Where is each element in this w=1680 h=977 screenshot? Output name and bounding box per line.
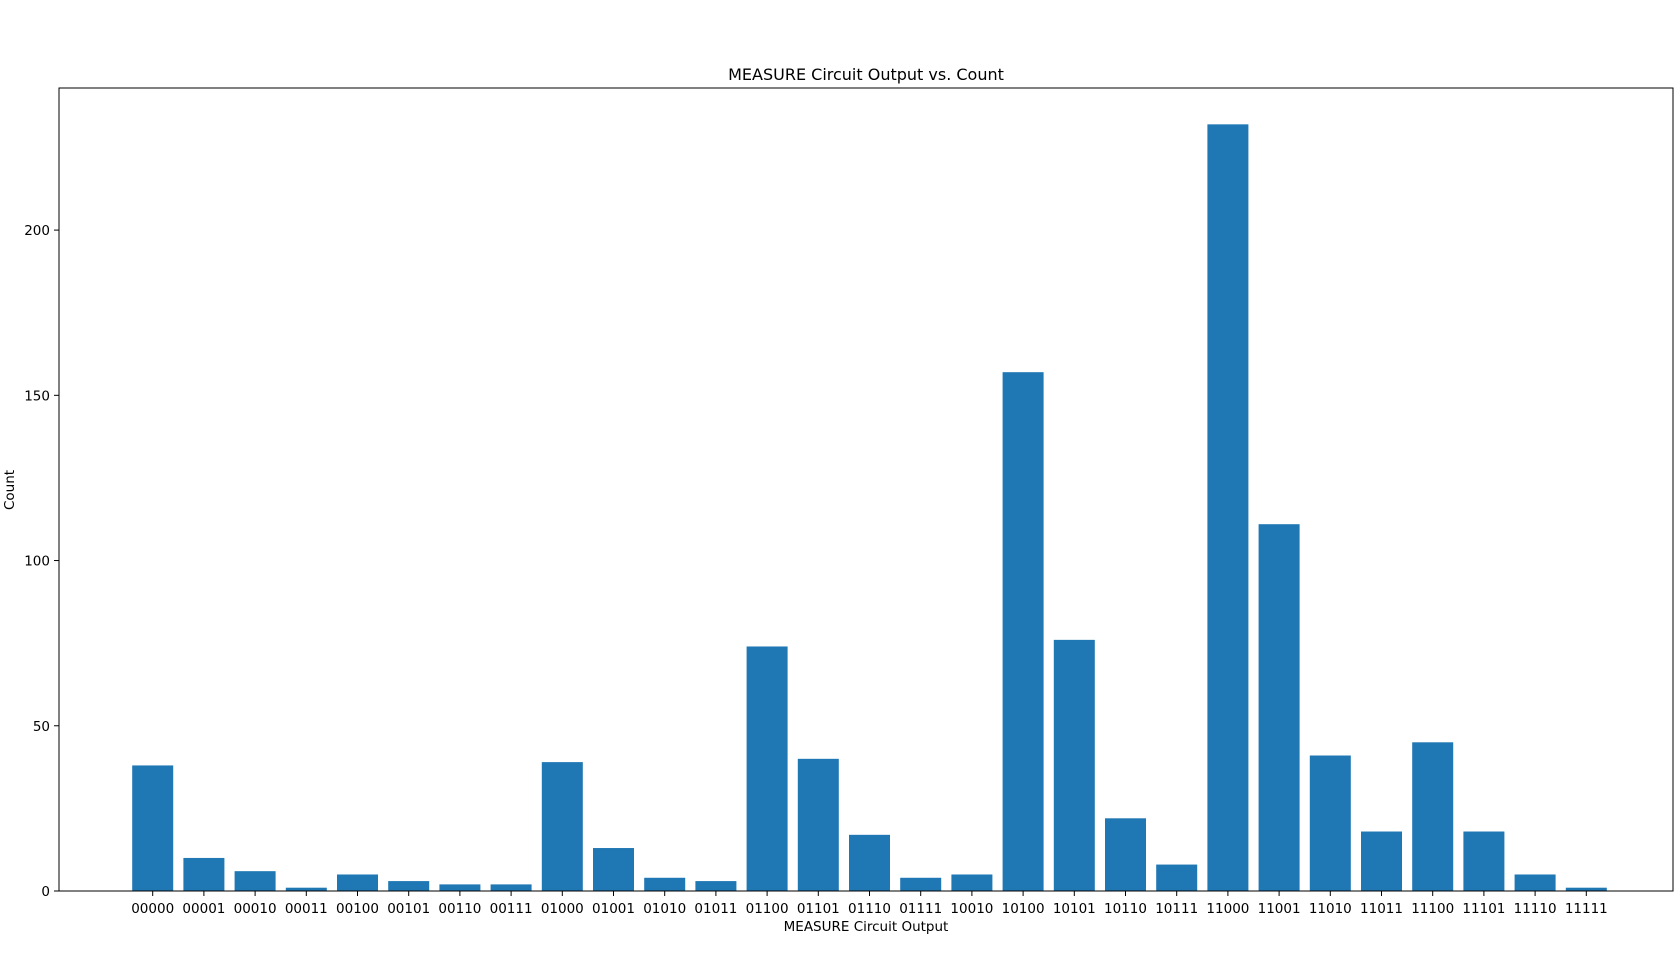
y-tick-label: 100 xyxy=(24,554,50,570)
bar-01100 xyxy=(746,646,788,891)
x-tick-label: 11101 xyxy=(1462,901,1505,917)
x-axis-ticks: 00000 00001 00010 00011 00100 00101 00110 00111… xyxy=(131,891,1608,917)
y-tick-label: 50 xyxy=(33,719,50,735)
plot-frame xyxy=(58,87,1674,892)
bar-01001 xyxy=(593,848,634,891)
bar-11010 xyxy=(1309,755,1351,891)
bar-00100 xyxy=(337,874,378,891)
bar-01110 xyxy=(849,834,890,891)
bar-11111 xyxy=(1565,887,1607,891)
bar-10100 xyxy=(1002,372,1044,891)
x-tick-label: 01101 xyxy=(797,901,840,917)
x-tick-label: 10100 xyxy=(1002,901,1045,917)
chart-title: MEASURE Circuit Output vs. Count xyxy=(728,65,1004,84)
x-tick-label: 11000 xyxy=(1206,901,1249,917)
y-tick-label: 200 xyxy=(24,223,50,239)
bar-11001 xyxy=(1258,524,1300,891)
bar-00011 xyxy=(285,887,327,891)
x-tick-label: 00000 xyxy=(131,901,174,917)
x-tick-label: 00011 xyxy=(285,901,328,917)
bar-00000 xyxy=(132,765,174,891)
bar-00101 xyxy=(388,881,430,891)
y-tick-label: 0 xyxy=(41,884,50,900)
bar-01000 xyxy=(541,762,583,891)
bar-10010 xyxy=(951,874,993,891)
x-tick-label: 00001 xyxy=(182,901,225,917)
bar-10101 xyxy=(1053,639,1095,891)
bar-11110 xyxy=(1514,874,1556,891)
x-tick-label: 11111 xyxy=(1565,901,1608,917)
x-tick-label: 11001 xyxy=(1258,901,1301,917)
x-tick-label: 11110 xyxy=(1514,901,1557,917)
bar-11011 xyxy=(1361,831,1402,891)
bar-11101 xyxy=(1463,831,1505,891)
x-tick-label: 00110 xyxy=(438,901,481,917)
x-tick-label: 00111 xyxy=(490,901,533,917)
bar-10110 xyxy=(1105,818,1146,891)
bar-11000 xyxy=(1207,124,1249,892)
bar-01011 xyxy=(695,881,737,891)
x-tick-label: 01100 xyxy=(746,901,789,917)
x-tick-label: 10110 xyxy=(1104,901,1147,917)
x-tick-label: 01001 xyxy=(592,901,635,917)
x-tick-label: 00101 xyxy=(387,901,430,917)
x-tick-label: 10111 xyxy=(1155,901,1198,917)
x-tick-label: 01110 xyxy=(848,901,891,917)
x-tick-label: 11011 xyxy=(1360,901,1403,917)
y-tick-label: 150 xyxy=(24,388,50,404)
bars-group xyxy=(132,124,1607,892)
bar-00001 xyxy=(183,857,225,891)
x-tick-label: 00100 xyxy=(336,901,379,917)
bar-01010 xyxy=(644,877,686,891)
x-tick-label: 01000 xyxy=(541,901,584,917)
bar-00010 xyxy=(234,871,276,891)
x-tick-label: 00010 xyxy=(234,901,277,917)
x-tick-label: 01010 xyxy=(643,901,686,917)
x-tick-label: 01011 xyxy=(694,901,737,917)
bar-00110 xyxy=(439,884,481,891)
x-tick-label: 10010 xyxy=(950,901,993,917)
bar-10111 xyxy=(1156,864,1198,891)
x-tick-label: 11010 xyxy=(1309,901,1352,917)
y-axis-label: Count xyxy=(2,470,18,510)
x-tick-label: 01111 xyxy=(899,901,942,917)
x-axis-label: MEASURE Circuit Output xyxy=(784,919,949,935)
bar-00111 xyxy=(490,884,532,891)
bar-11100 xyxy=(1412,742,1454,891)
x-tick-label: 11100 xyxy=(1411,901,1454,917)
x-tick-label: 10101 xyxy=(1053,901,1096,917)
bar-01111 xyxy=(900,877,942,891)
y-axis-ticks: 0 50 100 150 200 xyxy=(24,223,59,900)
bar-01101 xyxy=(797,758,839,891)
